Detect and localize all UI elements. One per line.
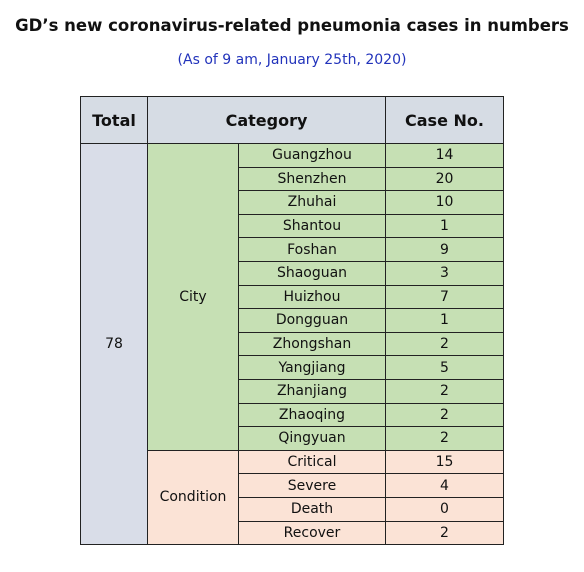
- item-cell: Dongguan: [238, 308, 386, 333]
- item-cell: Death: [238, 496, 386, 522]
- data-row: Zhanjiang 2: [81, 378, 504, 404]
- header-cell: Category: [147, 96, 386, 144]
- header-row: Total Category Case No.: [80, 96, 504, 144]
- group-cell: Condition: [147, 449, 239, 546]
- total-cell: 78: [80, 142, 148, 546]
- count-cell: 7: [385, 284, 504, 310]
- cases-table: Total Category Case No. 78 City Guangzhou 14 Sh…: [80, 96, 504, 546]
- data-row: Dongguan 1: [81, 308, 504, 333]
- count-cell: 4: [385, 473, 504, 498]
- item-cell: Recover: [238, 520, 386, 546]
- data-row: Yangjiang 5: [81, 355, 504, 380]
- group-cell: City: [147, 143, 239, 451]
- count-cell: 14: [385, 143, 504, 168]
- count-cell: 15: [385, 449, 504, 475]
- item-cell: Yangjiang: [238, 355, 386, 380]
- count-cell: 2: [385, 520, 504, 546]
- title: GD’s new coronavirus-related pneumonia c…: [15, 16, 569, 35]
- count-cell: 3: [385, 260, 504, 286]
- data-row: Severe 4: [81, 473, 504, 498]
- item-cell: Severe: [238, 473, 386, 498]
- count-cell: 1: [385, 308, 504, 333]
- item-cell: Zhongshan: [238, 331, 386, 357]
- item-cell: Qingyuan: [238, 426, 386, 451]
- count-cell: 2: [385, 331, 504, 357]
- count-cell: 9: [385, 237, 504, 262]
- item-cell: Shenzhen: [238, 166, 386, 192]
- item-cell: Zhaoqing: [238, 402, 386, 428]
- item-cell: Shaoguan: [238, 260, 386, 286]
- count-cell: 2: [385, 426, 504, 451]
- count-cell: 10: [385, 190, 504, 215]
- data-row: Zhaoqing 2: [81, 402, 504, 428]
- item-cell: Huizhou: [238, 284, 386, 310]
- item-cell: Zhuhai: [238, 190, 386, 215]
- table-body: Total Category Case No. 78 City Guangzhou 14 Sh…: [80, 96, 504, 546]
- data-row: Qingyuan 2: [81, 426, 504, 451]
- item-cell: Guangzhou: [238, 143, 386, 168]
- subtitle: (As of 9 am, January 25th, 2020): [177, 52, 407, 68]
- count-cell: 0: [385, 496, 504, 522]
- data-row: Foshan 9: [81, 237, 504, 262]
- count-cell: 1: [385, 213, 504, 239]
- header-cell: Case No.: [385, 96, 504, 144]
- count-cell: 2: [385, 402, 504, 428]
- count-cell: 20: [385, 166, 504, 192]
- data-row: 78 City Guangzhou 14: [80, 142, 504, 546]
- data-row: Huizhou 7: [81, 284, 504, 310]
- data-row: Zhuhai 10: [81, 190, 504, 215]
- item-cell: Foshan: [238, 237, 386, 262]
- count-cell: 5: [385, 355, 504, 380]
- data-row: Zhongshan 2: [81, 331, 504, 357]
- item-cell: Zhanjiang: [238, 378, 386, 404]
- data-row: Recover 2: [81, 520, 504, 546]
- item-cell: Shantou: [238, 213, 386, 239]
- header-cell: Total: [80, 96, 148, 144]
- data-row: Shaoguan 3: [81, 260, 504, 286]
- item-cell: Critical: [238, 449, 386, 475]
- count-cell: 2: [385, 378, 504, 404]
- data-row: Shenzhen 20: [81, 166, 504, 192]
- data-row: Condition Critical 15: [81, 449, 504, 546]
- data-row: Death 0: [81, 496, 504, 522]
